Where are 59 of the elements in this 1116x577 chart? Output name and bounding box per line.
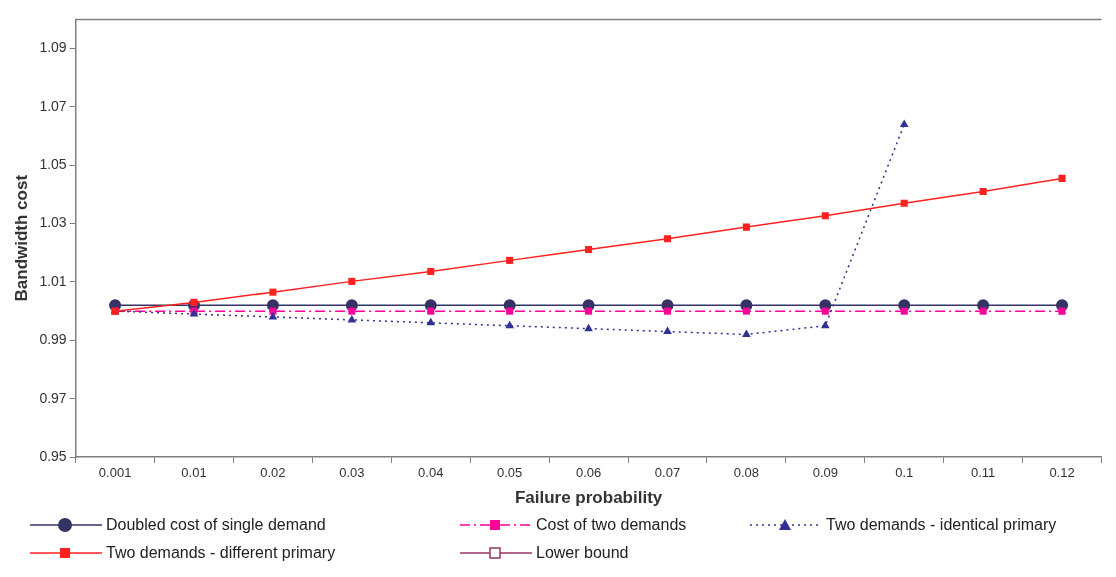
point: [427, 307, 435, 315]
x-tick-label: 0.11: [970, 465, 996, 481]
point: [584, 323, 593, 332]
point: [663, 307, 672, 315]
point: [742, 223, 750, 231]
point: [585, 307, 593, 315]
point: [900, 307, 908, 315]
point: [348, 277, 356, 285]
y-tick-label: 1.07: [39, 97, 67, 114]
x-tick-label: 0.04: [418, 465, 444, 481]
legend-label: Cost of two demands: [536, 516, 687, 534]
point: [821, 307, 829, 315]
point: [347, 314, 357, 323]
x-tick-label: 0.02: [260, 465, 286, 481]
point: [269, 288, 277, 296]
point: [899, 119, 909, 127]
point: [585, 246, 593, 254]
point: [1058, 307, 1066, 315]
x-tick-label: 0.03: [339, 465, 365, 481]
y-tick-label: 0.97: [39, 389, 67, 406]
point: [663, 326, 672, 335]
x-tick-label: 0.06: [575, 465, 602, 481]
legend-label: Doubled cost of single demand: [106, 516, 326, 534]
x-tick-label: 0.05: [497, 465, 523, 481]
x-tick-label: 0.08: [733, 465, 760, 481]
point: [506, 256, 514, 264]
point: [900, 199, 908, 207]
point: [820, 320, 830, 329]
y-tick-label: 1.03: [39, 214, 67, 231]
point: [505, 320, 514, 329]
x-tick-label: 0.01: [181, 465, 207, 481]
point: [979, 307, 987, 315]
y-tick-label: 1.05: [39, 156, 67, 173]
legend-label: Lower bound: [536, 544, 629, 562]
y-axis-title: Bandwidth cost: [11, 174, 31, 302]
x-tick-label: 0.12: [1049, 465, 1075, 481]
point: [427, 267, 435, 275]
point: [979, 187, 987, 196]
point: [506, 307, 514, 315]
point: [426, 317, 436, 326]
x-tick-label: 0.1: [895, 465, 914, 481]
point: [348, 307, 356, 315]
point: [190, 298, 198, 306]
x-axis-title: Failure probability: [514, 488, 663, 508]
point: [742, 307, 750, 315]
y-tick-label: 1.09: [39, 39, 67, 56]
y-tick-label: 1.01: [39, 272, 67, 289]
x-tick-label: 0.09: [812, 465, 838, 481]
point: [268, 311, 278, 320]
point: [1058, 174, 1066, 182]
point: [663, 235, 672, 243]
point: [821, 212, 829, 220]
y-tick-label: 0.95: [39, 447, 67, 464]
x-tick-label: 0.07: [654, 465, 681, 481]
y-tick-label: 0.99: [39, 331, 67, 348]
legend-label: Two demands - different primary: [106, 544, 336, 562]
point: [742, 329, 751, 337]
legend-label: Two demands - identical primary: [826, 516, 1057, 534]
x-tick-label: 0.001: [98, 465, 132, 481]
